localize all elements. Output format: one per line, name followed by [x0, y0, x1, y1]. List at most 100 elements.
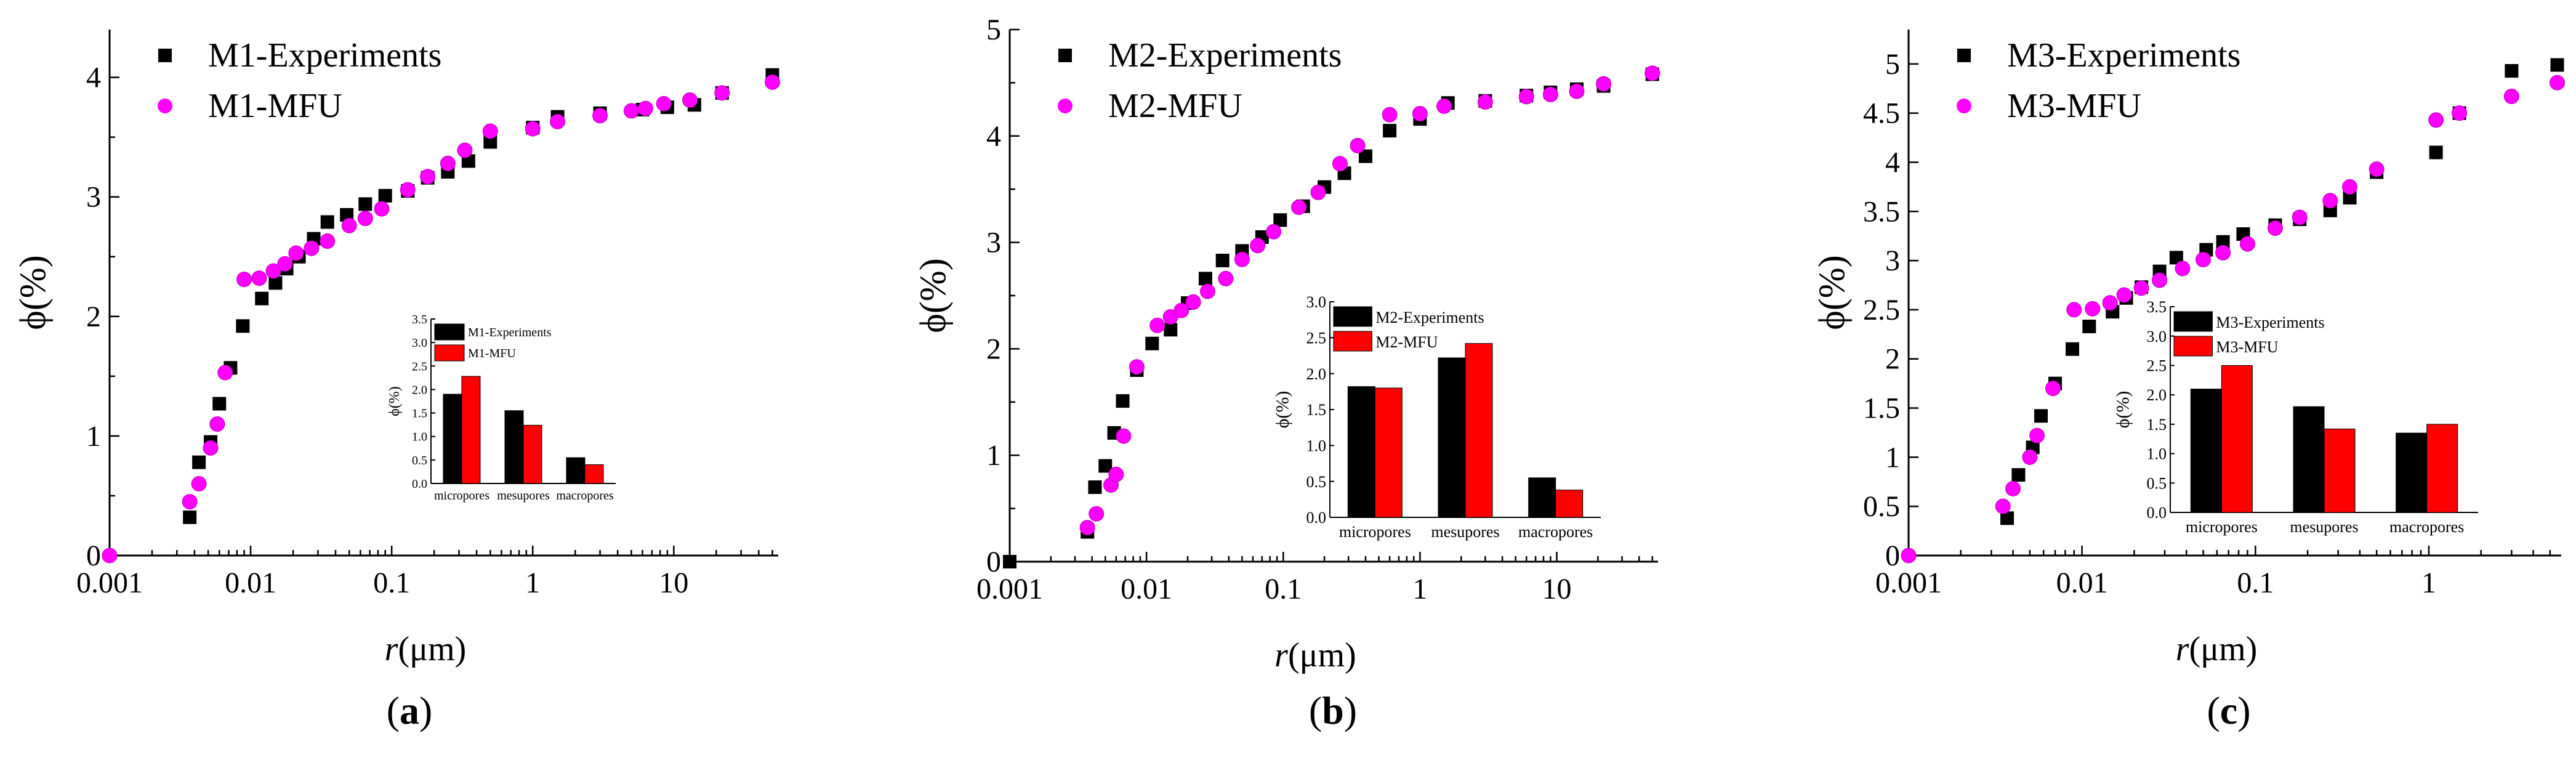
panel-caption: (c): [2207, 689, 2250, 732]
mfu-point: [1185, 294, 1201, 310]
legend-label: M3-Experiments: [2007, 36, 2240, 75]
panel-caption: (a): [387, 689, 433, 732]
mfu-point: [1332, 156, 1348, 172]
mfu-point: [2196, 252, 2212, 268]
mfu-point: [288, 245, 304, 261]
mfu-point: [2029, 427, 2045, 443]
mfu-point: [251, 270, 267, 286]
inset-category-label: macropores: [556, 489, 614, 503]
inset-bar-chart: 0.0 0.5 1.0 1.5 2.0 2.5 3.0 3.5 ϕ(%) micropores me…: [387, 313, 616, 503]
mfu-point: [1199, 283, 1215, 299]
inset-legend-label: M1-Experiments: [468, 326, 552, 339]
experiment-point: [2505, 64, 2519, 78]
y-axis-label: ϕ(%): [912, 258, 953, 333]
y-tick-label: 1: [1885, 441, 1900, 474]
mfu-point: [2066, 302, 2082, 318]
mfu-point: [1350, 137, 1366, 153]
inset-bar-mfu: [1374, 387, 1403, 518]
inset-category-label: mesupores: [497, 489, 550, 503]
legend-marker-experiments: [1058, 49, 1072, 62]
y-tick-label: 3: [86, 181, 101, 214]
mfu-point: [2152, 272, 2168, 288]
mfu-point: [341, 217, 357, 233]
mfu-point: [1518, 89, 1534, 105]
x-tick-label: 10: [659, 567, 688, 599]
mfu-point: [2322, 193, 2338, 209]
experiment-point: [2343, 190, 2357, 204]
y-tick-label: 5: [1885, 48, 1900, 81]
experiment-point: [183, 510, 197, 524]
legend-label: M2-MFU: [1108, 87, 1242, 125]
legend-marker-mfu: [1058, 99, 1073, 113]
experiment-point: [2000, 511, 2015, 525]
mfu-point: [525, 121, 541, 137]
inset-legend-swatch: [2173, 336, 2213, 357]
mfu-point: [1995, 498, 2011, 514]
mfu-point: [2267, 220, 2283, 236]
inset-legend-label: M2-MFU: [1375, 333, 1438, 351]
x-axis-label-var: r: [385, 630, 398, 668]
mfu-point: [2239, 236, 2255, 252]
x-tick-label: 1: [1412, 573, 1427, 605]
x-tick-label: 0.01: [2056, 567, 2108, 599]
mfu-point: [2503, 89, 2519, 105]
inset-y-tick-label: 2.0: [2147, 386, 2167, 404]
inset-y-axis-label: ϕ(%): [387, 386, 403, 416]
mfu-point: [277, 256, 293, 272]
inset-y-tick-label: 0.5: [2147, 474, 2167, 492]
y-axis-label: ϕ(%): [12, 255, 53, 330]
inset-bar-experiments: [2293, 406, 2325, 513]
inset-y-tick-label: 1.5: [1306, 401, 1327, 419]
inset-y-tick-label: 3.5: [2147, 298, 2167, 316]
experiment-point: [2216, 235, 2230, 249]
mfu-point: [203, 440, 219, 456]
mfu-point: [304, 240, 320, 256]
experiment-point: [255, 291, 269, 305]
x-axis-label: r(μm): [385, 630, 467, 668]
x-axis-label: r(μm): [2176, 630, 2258, 668]
mfu-point: [637, 100, 653, 116]
x-axis-label-unit: (μm): [1288, 636, 1356, 674]
inset-y-tick-label: 3.0: [2147, 328, 2167, 346]
inset-legend-swatch: [1333, 331, 1372, 352]
caption-paren-close: ): [1344, 689, 1357, 732]
mfu-point: [265, 263, 281, 279]
mfu-point: [1089, 506, 1105, 522]
experiment-point: [2082, 320, 2096, 334]
experiment-point: [1215, 253, 1230, 267]
experiment-point: [2011, 468, 2026, 482]
experiment-point: [2550, 58, 2564, 72]
caption-paren-close: ): [419, 689, 432, 732]
inset-y-tick-label: 3.5: [412, 313, 427, 326]
mfu-point: [2428, 112, 2444, 128]
experiment-point: [1088, 480, 1102, 495]
inset-legend-swatch: [434, 323, 465, 341]
mfu-point: [592, 108, 608, 124]
inset-y-tick-label: 3.0: [412, 336, 427, 350]
experiment-point: [268, 276, 283, 290]
experiment-point: [212, 397, 227, 411]
mfu-point: [1901, 548, 1917, 564]
mfu-point: [1250, 238, 1266, 254]
inset-y-tick-label: 1.5: [2147, 416, 2167, 434]
mfu-point: [656, 95, 672, 111]
inset-legend-swatch: [1333, 306, 1372, 327]
x-tick-label: 0.1: [1265, 573, 1302, 605]
inset-bar-experiments: [1347, 386, 1375, 518]
inset-y-tick-label: 2.5: [2147, 357, 2167, 375]
y-tick-label: 4.5: [1863, 97, 1900, 130]
panel-a: 0.001 0.01 0.1 1 10 0 1 2 3 4 r(μm) ϕ(%) M1-Experime…: [12, 30, 781, 732]
inset-bar-mfu: [2324, 428, 2356, 513]
mfu-point: [623, 103, 639, 119]
inset-y-tick-label: 0.0: [2147, 504, 2167, 522]
inset-bar-mfu: [1465, 343, 1493, 518]
experiment-point: [358, 197, 372, 211]
mfu-point: [374, 201, 390, 217]
mfu-point: [1477, 94, 1493, 110]
inset-bar-experiments: [504, 410, 524, 484]
legend-marker-mfu: [1957, 99, 1971, 113]
mfu-point: [420, 169, 436, 185]
mfu-point: [217, 365, 233, 381]
inset-legend-label: M2-Experiments: [1375, 309, 1484, 326]
